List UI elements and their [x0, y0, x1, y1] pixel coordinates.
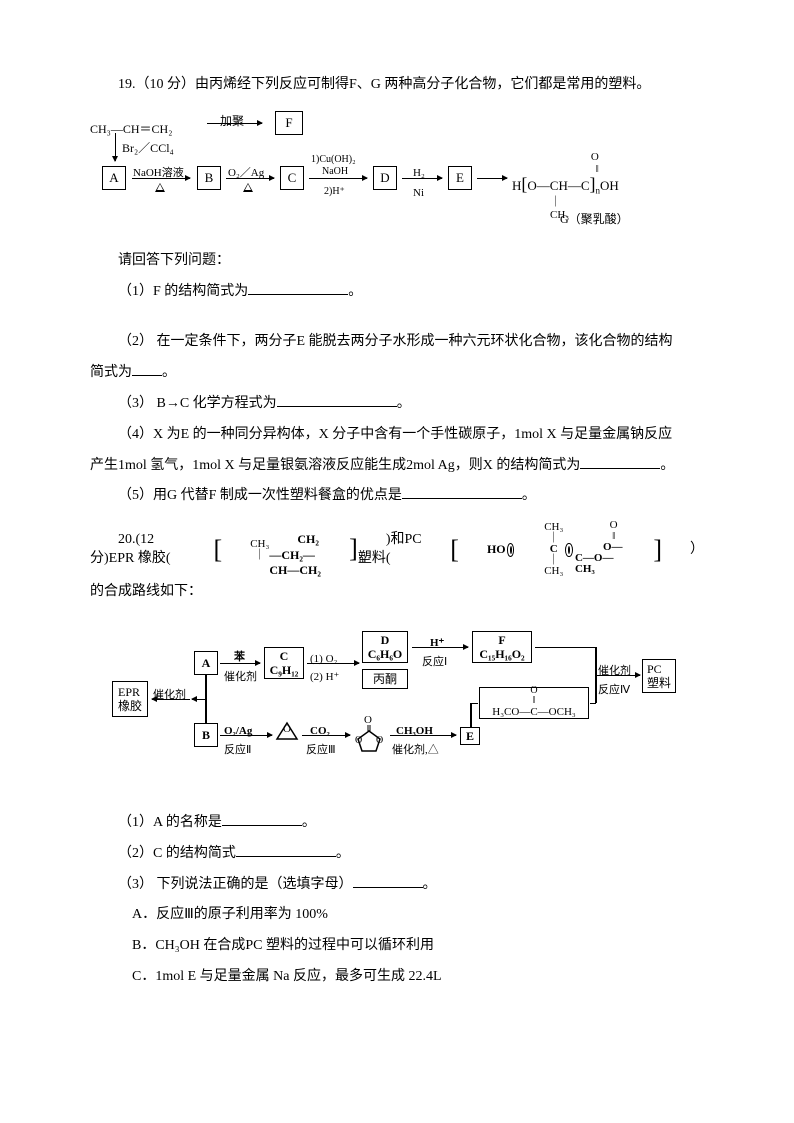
o2-ag: O₂／Ag [228, 161, 264, 185]
box-F-2: FC₁₅H₁₆O₂ [472, 631, 532, 663]
q20-optB: B．CH₃OH 在合成PC 塑料的过程中可以循环利用 [90, 931, 704, 962]
step2-h: (2) H⁺ [310, 665, 339, 689]
br2-ccl4: Br₂／CCl₄ [122, 135, 174, 161]
blank-1 [248, 278, 348, 295]
box-D: D [373, 166, 397, 190]
blank-8 [353, 871, 423, 888]
q19-sub5-text: （5）用G 代替F 制成一次性塑料餐盒的优点是 [118, 488, 402, 503]
q19-sub2b: 简式为 。 [90, 358, 704, 389]
q20-sub1-text: （1）A 的名称是 [118, 815, 222, 830]
spacer [90, 307, 704, 327]
box-B: B [197, 166, 221, 190]
q19-sub2b-text: 简式为 [90, 365, 132, 380]
box-A-2: A [194, 651, 218, 675]
arrow-EG [477, 178, 507, 179]
period-8: 。 [423, 877, 437, 892]
blank-3 [277, 390, 397, 407]
catalyst-1: 催化剂 [153, 683, 186, 707]
q20-header-pre: 20.(12 分)EPR 橡胶( [90, 531, 186, 567]
q19-sub3: （3） B→C 化学方程式为 。 [90, 389, 704, 420]
q19-sub3-text: （3） B→C 化学方程式为 [118, 396, 277, 411]
blank-7 [236, 840, 336, 857]
q20-sub3-text: （3） 下列说法正确的是（选填字母） [118, 877, 353, 892]
svg-text:O: O [283, 723, 291, 735]
q19-sub2: （2） 在一定条件下，两分子E 能脱去两分子水形成一种六元环状化合物，该化合物的… [90, 327, 704, 358]
epoxide-icon: O [275, 719, 299, 756]
rxn3-label: 反应Ⅲ [306, 738, 336, 762]
q19-prompt: 请回答下列问题： [90, 246, 704, 277]
q19-header: 19.（10 分）由丙烯经下列反应可制得F、G 两种高分子化合物，它们都是常用的… [90, 70, 704, 101]
period-5: 。 [522, 488, 536, 503]
blank-4 [580, 452, 660, 469]
q19-reaction-scheme: CH₃—CH＝CH₂ 加聚 F Br₂／CCl₄ A NaOH溶液 B O₂／A… [80, 111, 660, 226]
arrow-AB-merge [192, 699, 206, 701]
period-1: 。 [348, 284, 362, 299]
svg-text:O: O [376, 735, 383, 746]
pc-plastic-structure: [ HO CH₃｜C｜CH₃ O‖O—C—O—CH₃ ] [422, 522, 662, 577]
heat-icon-1 [155, 183, 165, 192]
q20-sub2-text: （2）C 的结构简式 [118, 846, 236, 861]
q19-sub4: （4）X 为E 的一种同分异构体，X 分子中含有一个手性碳原子，1mol X 与… [90, 420, 704, 451]
q19-sub1: （1）F 的结构简式为 。 [90, 277, 704, 308]
dmc-box: O‖ H₃CO—C—OCH₃ [479, 687, 589, 719]
epr-rubber-structure: [ CH₃｜ CH₂—CH₂—CH—CH₂ ]n [186, 526, 358, 573]
pc-plastic-box: PC塑料 [642, 659, 676, 693]
box-acetone: 丙酮 [362, 669, 408, 689]
catalyst-2: 催化剂 [224, 665, 257, 689]
naoh-cd: NaOH [322, 161, 348, 183]
box-C: C [280, 166, 304, 190]
cyclic-carbonate-icon: OOO [352, 713, 386, 764]
heat-icon-2 [243, 183, 253, 192]
line-up-E [470, 703, 472, 727]
box-C-2: CC₉H₁₂ [264, 647, 304, 679]
q20-header-line2: 的合成路线如下： [90, 577, 704, 608]
line-to-dmc [470, 703, 478, 705]
q20-header: 20.(12 分)EPR 橡胶( [ CH₃｜ CH₂—CH₂—CH—CH₂ ]… [90, 522, 704, 577]
box-E: E [448, 166, 472, 190]
rxn2-label: 反应Ⅱ [224, 738, 251, 762]
line-F-right [535, 647, 595, 649]
q19-sub4b: 产生1mol 氢气，1mol X 与足量银氨溶液反应能生成2mol Ag，则X … [90, 451, 704, 482]
rxn1-label: 反应Ⅰ [422, 650, 447, 674]
ni: Ni [413, 181, 424, 205]
blank-2 [132, 359, 162, 376]
box-A: A [102, 166, 126, 190]
q20-optA: A．反应Ⅲ的原子利用率为 100% [90, 900, 704, 931]
q20-optC: C．1mol E 与足量金属 Na 反应，最多可生成 22.4L [90, 962, 704, 993]
rxn4-label: 反应Ⅳ [598, 678, 630, 702]
polylactic-label: G（聚乳酸） [560, 206, 629, 232]
catalyst-tri: 催化剂,△ [392, 738, 439, 762]
period-2: 。 [162, 365, 176, 380]
q20-header-post: ） [662, 541, 704, 559]
box-F: F [275, 111, 303, 135]
addition-polymer-label: 加聚 [220, 108, 244, 134]
period-6: 。 [302, 815, 316, 830]
period-3: 。 [397, 396, 411, 411]
svg-text:O: O [364, 714, 372, 726]
blank-6 [222, 809, 302, 826]
q20-synthesis-scheme: EPR橡胶 催化剂 A B 苯 催化剂 CC₉H₁₂ (1) O₂ (2) H⁺… [112, 623, 682, 798]
box-B-2: B [194, 723, 218, 747]
blank-5 [402, 483, 522, 500]
benzene-icon-1 [507, 543, 515, 557]
svg-text:O: O [355, 735, 362, 746]
q20-sub3: （3） 下列说法正确的是（选填字母） 。 [90, 870, 704, 901]
period-4: 。 [660, 458, 674, 473]
q19-sub5: （5）用G 代替F 制成一次性塑料餐盒的优点是 。 [90, 481, 704, 512]
benzene-icon-2 [565, 543, 573, 557]
line-dmc-right [590, 703, 596, 705]
q20-sub1: （1）A 的名称是 。 [90, 808, 704, 839]
q19-sub1-text: （1）F 的结构简式为 [118, 284, 248, 299]
naoh-solution: NaOH溶液 [133, 161, 184, 185]
epr-box: EPR橡胶 [112, 681, 148, 717]
q20-header-mid: )和PC 塑料( [358, 531, 422, 567]
down-arrow [115, 133, 116, 161]
box-D-2: DC₆H₆O [362, 631, 408, 663]
q20-sub2: （2）C 的结构简式 。 [90, 839, 704, 870]
box-E-2: E [460, 727, 480, 745]
h-plus-cd: 2)H⁺ [324, 181, 345, 203]
q19-sub4b-text: 产生1mol 氢气，1mol X 与足量银氨溶液反应能生成2mol Ag，则X … [90, 458, 580, 473]
period-7: 。 [336, 846, 350, 861]
